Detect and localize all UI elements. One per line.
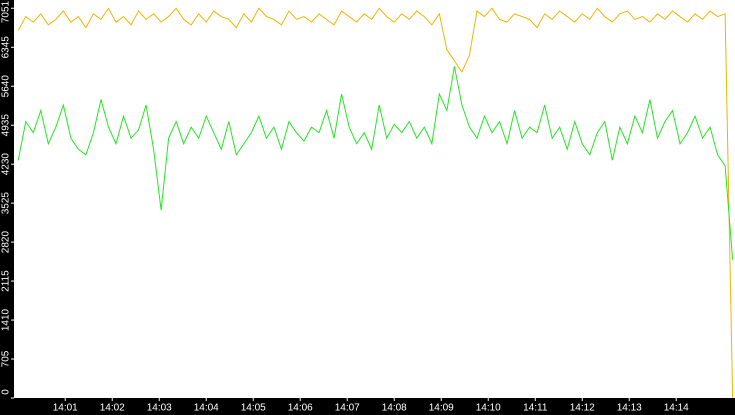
x-tick-label: 14:11 (523, 403, 548, 414)
y-tick-label: 0 (1, 389, 12, 395)
y-tick-label: 1410 (1, 308, 12, 331)
y-tick-label: 2115 (1, 270, 12, 292)
x-tick-label: 14:14 (664, 403, 689, 414)
x-tick-label: 14:12 (570, 403, 595, 414)
y-tick-label: 7051 (1, 0, 12, 23)
x-tick-label: 14:01 (53, 403, 78, 414)
x-tick-label: 14:09 (429, 403, 454, 414)
x-tick-label: 14:10 (476, 403, 501, 414)
y-tick-label: 2820 (1, 231, 12, 254)
x-tick-label: 14:03 (147, 403, 172, 414)
y-tick-label: 4230 (1, 153, 12, 176)
y-tick-label: 5640 (1, 75, 12, 98)
x-tick-label: 14:02 (100, 403, 125, 414)
series-line (17, 66, 734, 260)
y-tick-label: 4935 (1, 114, 12, 137)
x-tick-label: 14:13 (617, 403, 642, 414)
y-tick-label: 6345 (1, 36, 12, 59)
x-tick-label: 14:07 (335, 403, 360, 414)
y-axis-strip (0, 0, 14, 415)
x-tick-label: 14:04 (194, 403, 219, 414)
x-tick-label: 14:08 (382, 403, 407, 414)
x-tick-label: 14:06 (288, 403, 313, 414)
series-line (17, 7, 734, 399)
x-tick-label: 14:05 (241, 403, 266, 414)
x-axis-strip (0, 398, 735, 415)
y-tick-label: 3525 (1, 192, 12, 215)
y-tick-label: 705 (1, 350, 12, 367)
